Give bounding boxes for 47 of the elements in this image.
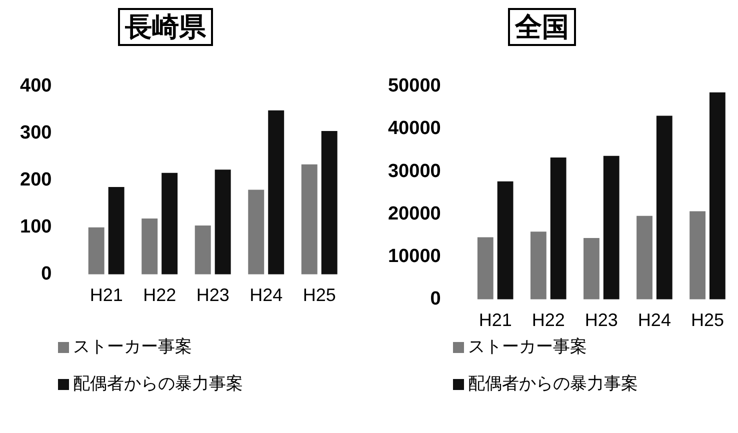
x-tick-label: H21 xyxy=(478,310,512,330)
y-tick-label: 50000 xyxy=(388,76,441,97)
x-tick-label: H24 xyxy=(250,285,283,306)
y-tick-label: 30000 xyxy=(388,160,441,182)
x-tick-label: H22 xyxy=(532,310,565,330)
x-tick-label: H24 xyxy=(638,310,671,330)
bar xyxy=(301,164,318,274)
y-tick-label: 400 xyxy=(20,76,52,97)
legend-label: ストーカー事案 xyxy=(467,336,588,358)
bar xyxy=(268,110,284,274)
x-tick-label: H23 xyxy=(584,310,618,330)
bar xyxy=(636,216,652,300)
legend-label: 配偶者からの暴力事案 xyxy=(467,373,638,395)
bar xyxy=(194,226,211,274)
bar xyxy=(497,181,514,300)
chart-title: 長崎県 xyxy=(118,8,213,46)
x-tick-label: H21 xyxy=(90,285,123,306)
y-tick-label: 40000 xyxy=(388,118,441,140)
bar xyxy=(709,92,726,300)
y-tick-label: 300 xyxy=(20,122,52,144)
y-tick-label: 0 xyxy=(430,288,441,310)
y-tick-label: 0 xyxy=(41,264,52,285)
bar xyxy=(603,156,620,300)
y-tick-label: 10000 xyxy=(388,246,441,268)
y-tick-label: 200 xyxy=(20,170,52,191)
bar xyxy=(248,190,264,274)
bar xyxy=(656,116,672,300)
bar xyxy=(690,211,706,300)
bar xyxy=(142,218,158,274)
bar xyxy=(88,227,104,274)
bar xyxy=(321,131,338,274)
x-tick-label: H22 xyxy=(143,285,176,306)
y-tick-label: 20000 xyxy=(388,203,441,224)
x-tick-label: H25 xyxy=(302,285,336,306)
bar xyxy=(530,232,546,300)
bar xyxy=(214,170,231,274)
legend-label: 配偶者からの暴力事案 xyxy=(72,373,243,395)
bar xyxy=(550,158,566,300)
bar xyxy=(584,238,600,300)
bar xyxy=(108,186,124,274)
x-tick-label: H23 xyxy=(196,285,230,306)
bar xyxy=(162,172,178,274)
bar xyxy=(477,237,494,300)
chart-title: 全国 xyxy=(508,8,576,46)
legend-label: ストーカー事案 xyxy=(72,336,193,358)
x-tick-label: H25 xyxy=(690,310,724,330)
y-tick-label: 100 xyxy=(20,216,52,238)
